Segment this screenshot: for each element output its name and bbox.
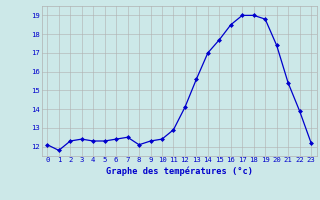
X-axis label: Graphe des températures (°c): Graphe des températures (°c) bbox=[106, 166, 253, 176]
